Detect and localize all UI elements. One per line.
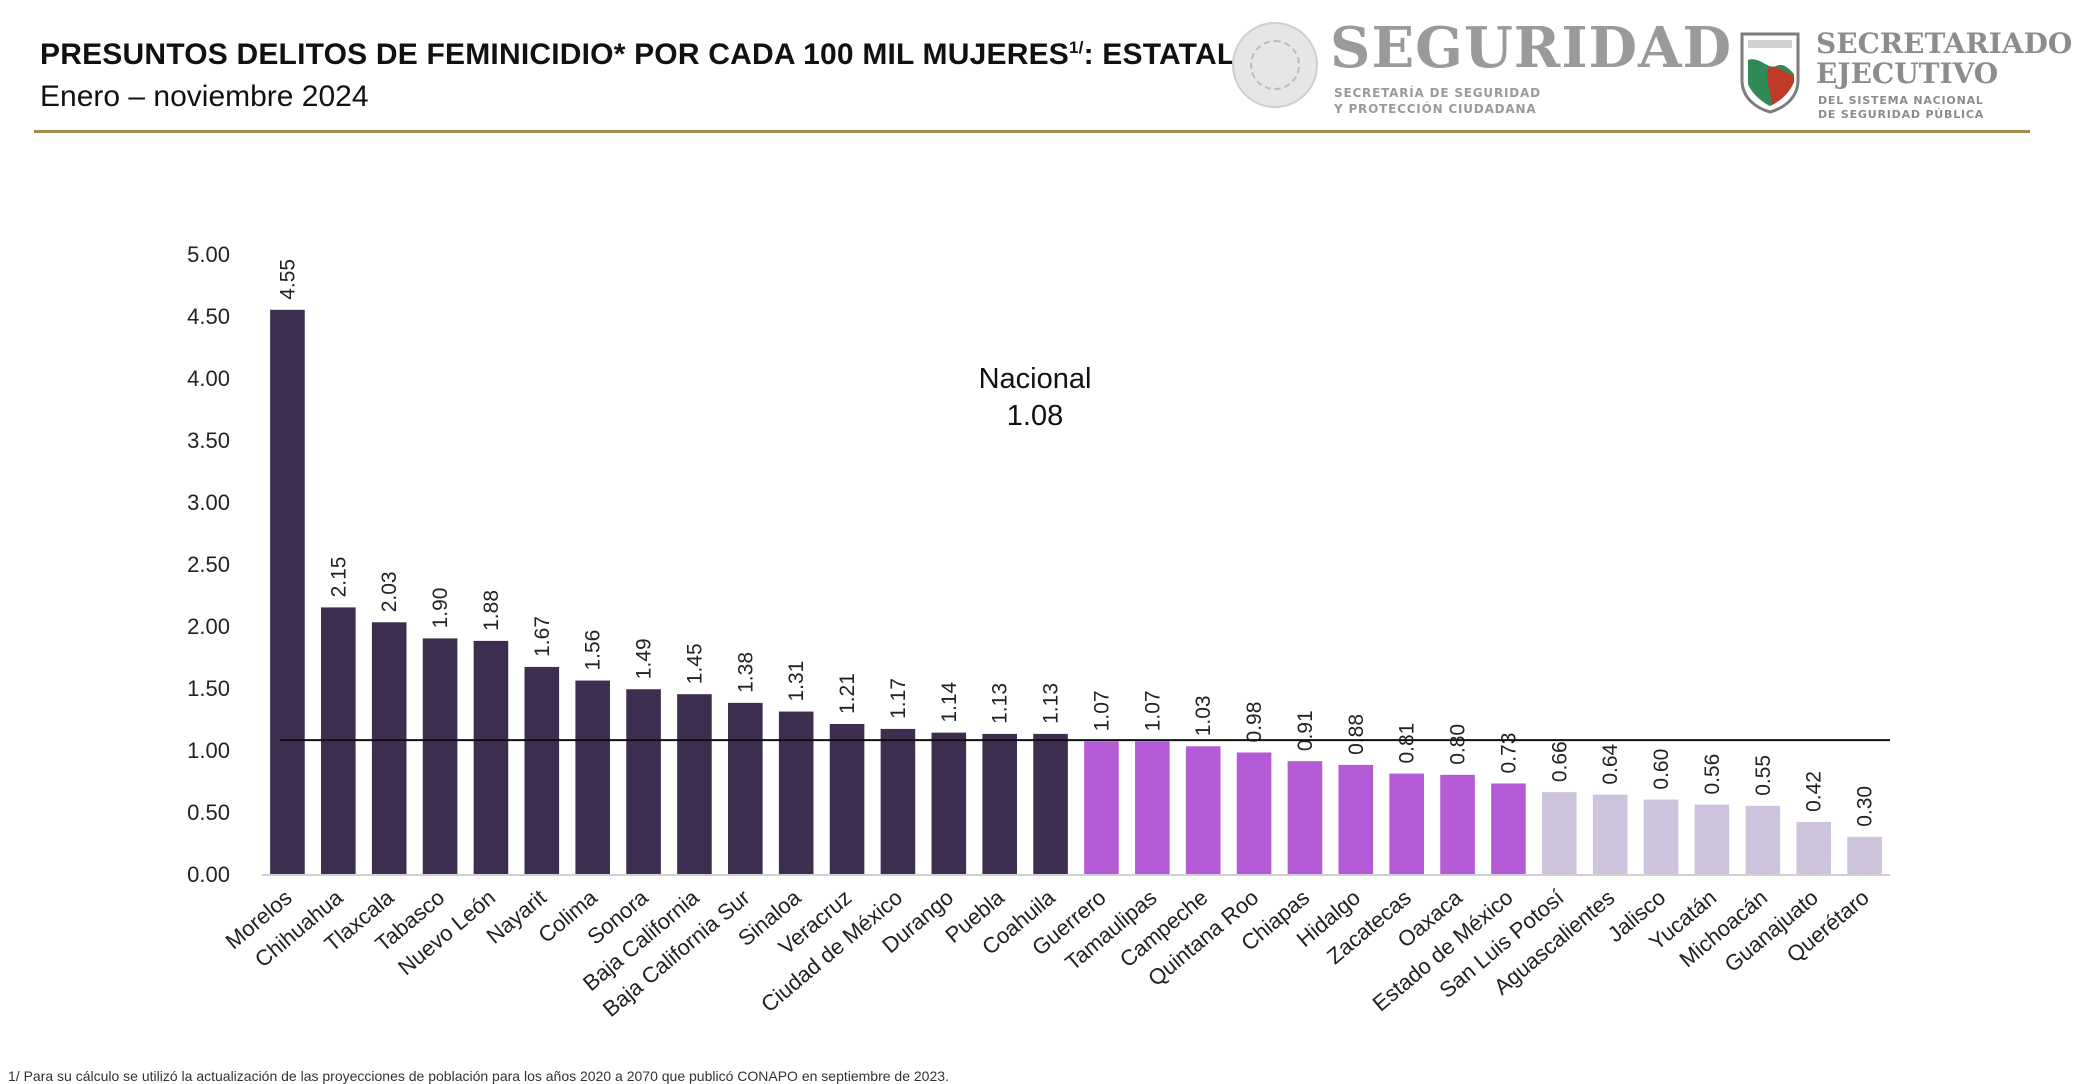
title-superscript: 1/ (1069, 38, 1084, 57)
bar (1389, 773, 1424, 874)
bar (1033, 733, 1068, 874)
page-title: PRESUNTOS DELITOS DE FEMINICIDIO* POR CA… (40, 38, 1235, 72)
secretariado-line-1: SECRETARIADO (1816, 27, 2073, 60)
bar-value-label: 1.07 (1090, 690, 1113, 731)
bar (1796, 821, 1831, 874)
y-tick-label: 3.50 (187, 428, 230, 453)
bar (1338, 764, 1374, 874)
bar-value-label: 2.15 (327, 557, 350, 598)
bar (1084, 741, 1119, 874)
value-labels-group: 4.55 2.15 2.03 1.90 1.88 1.67 1.56 1.49 1.45 1.38… (276, 259, 1876, 827)
nacional-value: 1.08 (1007, 400, 1063, 432)
bar (1185, 746, 1221, 874)
bar-value-label: 1.17 (887, 678, 910, 719)
bar-value-label: 4.55 (276, 259, 299, 300)
bar (1440, 774, 1475, 874)
bar (1847, 836, 1882, 874)
footnote: 1/ Para su cálculo se utilizó la actuali… (8, 1068, 949, 1084)
y-tick-label: 0.00 (187, 862, 230, 887)
bar-value-label: 1.03 (1192, 695, 1215, 736)
bar-value-label: 1.21 (836, 673, 859, 714)
bar (1694, 804, 1730, 874)
seguridad-subline-2: Y PROTECCIÓN CIUDADANA (1334, 102, 1537, 116)
bar (880, 728, 916, 874)
bar (1592, 794, 1628, 874)
bar (1135, 741, 1170, 874)
bar-value-label: 1.88 (480, 590, 503, 631)
bar (1643, 799, 1679, 874)
bar (1745, 805, 1781, 874)
title-text: PRESUNTOS DELITOS DE FEMINICIDIO* POR CA… (40, 38, 1069, 71)
bar (1236, 752, 1272, 874)
bar-value-label: 1.07 (1141, 690, 1164, 731)
bar (677, 694, 712, 874)
bars-group (270, 309, 1882, 874)
secretariado-shield-icon (1740, 32, 1800, 114)
bar-value-label: 1.31 (785, 661, 808, 702)
page-subtitle: Enero – noviembre 2024 (40, 80, 369, 113)
nacional-label: Nacional (979, 363, 1092, 395)
y-axis: 0.00 0.50 1.00 1.50 2.00 2.50 3.00 3.50 4.00 4.50… (187, 242, 230, 887)
title-suffix: : ESTATAL (1083, 38, 1236, 71)
bar-value-label: 0.60 (1650, 749, 1673, 790)
bar (1287, 761, 1323, 874)
bar (270, 309, 305, 874)
y-tick-label: 2.50 (187, 552, 230, 577)
bar (626, 689, 661, 874)
bar-value-label: 1.13 (989, 683, 1012, 724)
y-tick-label: 3.00 (187, 490, 230, 515)
bar-value-label: 0.88 (1345, 714, 1368, 755)
bar (371, 622, 407, 874)
bar (982, 733, 1017, 874)
mexico-seal-icon (1232, 22, 1318, 108)
bar (728, 702, 763, 874)
bar-value-label: 1.67 (531, 616, 554, 657)
bar-value-label: 1.38 (734, 652, 757, 693)
bar (575, 680, 610, 874)
bar-value-label: 0.66 (1548, 741, 1571, 782)
y-tick-label: 4.50 (187, 304, 230, 329)
bar-value-label: 1.13 (1040, 683, 1063, 724)
bar-value-label: 1.90 (429, 588, 452, 629)
secretariado-logo: SECRETARIADO EJECUTIVO DEL SISTEMA NACIO… (1736, 20, 2072, 121)
bar-value-label: 0.64 (1599, 743, 1622, 784)
bar-value-label: 0.91 (1294, 710, 1317, 751)
seguridad-logo: SEGURIDAD SECRETARÍA DE SEGURIDAD Y PROT… (1232, 16, 1731, 120)
bar-value-label: 1.56 (582, 630, 605, 671)
y-tick-label: 1.50 (187, 676, 230, 701)
header-divider (34, 130, 2030, 133)
bar-value-label: 0.98 (1243, 702, 1266, 743)
y-tick-label: 1.00 (187, 738, 230, 763)
bar (1542, 792, 1577, 874)
bar-value-label: 0.42 (1803, 771, 1826, 812)
secretariado-subline-1: DEL SISTEMA NACIONAL (1818, 94, 1984, 107)
secretariado-subline-2: DE SEGURIDAD PÚBLICA (1818, 108, 1985, 121)
bar-value-label: 0.73 (1497, 733, 1520, 774)
bar (473, 640, 509, 874)
bar-value-label: 0.81 (1396, 723, 1419, 764)
y-tick-label: 5.00 (187, 242, 230, 267)
bar-value-label: 0.55 (1752, 755, 1775, 796)
bar (524, 666, 560, 874)
bar-value-label: 1.45 (683, 643, 706, 684)
seguridad-subline-1: SECRETARÍA DE SEGURIDAD (1334, 86, 1541, 100)
bar (1491, 783, 1526, 874)
bar-value-label: 0.56 (1701, 754, 1724, 795)
bar-value-label: 0.80 (1447, 724, 1470, 765)
secretariado-line-2: EJECUTIVO (1816, 57, 1999, 90)
y-tick-label: 0.50 (187, 800, 230, 825)
bar-value-label: 2.03 (378, 571, 401, 612)
bar-value-label: 0.30 (1854, 786, 1877, 827)
y-tick-label: 2.00 (187, 614, 230, 639)
bar (829, 723, 865, 874)
bar (931, 732, 967, 874)
seguridad-wordmark: SEGURIDAD (1330, 15, 1733, 81)
bar (422, 638, 458, 874)
bar (778, 711, 814, 874)
bar-value-label: 1.49 (633, 638, 656, 679)
bar-value-label: 1.14 (938, 681, 961, 722)
y-tick-label: 4.00 (187, 366, 230, 391)
